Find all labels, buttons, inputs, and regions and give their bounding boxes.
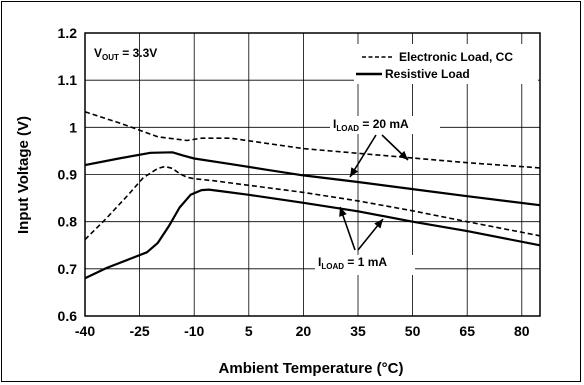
y-tick-label-2: 0.8	[58, 214, 78, 230]
iload1-sub: LOAD	[321, 262, 344, 271]
svg-text:ILOAD = 1 mA: ILOAD = 1 mA	[318, 255, 387, 271]
series-line-1	[84, 151, 541, 207]
x-tick-labels: -40 -25 -10 5 20 35 50 65 80	[75, 323, 530, 339]
x-tick-label-4: 20	[296, 323, 312, 339]
svg-text:VOUT = 3.3V: VOUT = 3.3V	[94, 46, 157, 62]
arrow-head-3	[374, 219, 383, 229]
legend: Electronic Load, CC Resistive Load	[354, 44, 538, 84]
vout-main: V	[94, 46, 102, 60]
x-tick-label-0: -40	[75, 323, 95, 339]
y-tick-labels: 0.6 0.7 0.8 0.9 1 1.1 1.2	[58, 25, 78, 324]
y-tick-label-5: 1.1	[58, 72, 78, 88]
iload-20-annotation: ILOAD = 20 mA	[330, 116, 440, 134]
x-tick-label-8: 80	[514, 323, 530, 339]
vout-annotation: VOUT = 3.3V	[94, 46, 157, 62]
y-tick-label-6: 1.2	[58, 25, 78, 41]
y-tick-label-1: 0.7	[58, 261, 78, 277]
x-tick-label-7: 65	[459, 323, 475, 339]
iload20-main: I	[333, 117, 336, 131]
series-line-3	[84, 188, 541, 280]
x-axis-title: Ambient Temperature (°C)	[219, 360, 404, 377]
x-tick-label-3: 5	[245, 323, 253, 339]
arrow-head-0	[350, 167, 359, 177]
x-tick-label-1: -25	[129, 323, 149, 339]
iload-1-annotation: ILOAD = 1 mA	[315, 255, 415, 275]
x-tick-label-6: 50	[405, 323, 421, 339]
x-tick-label-5: 35	[350, 323, 366, 339]
iload1-rest: = 1 mA	[344, 255, 387, 269]
annotation-arrows	[339, 134, 409, 251]
iload1-main: I	[318, 255, 321, 269]
y-tick-label-4: 1	[69, 119, 77, 135]
legend-dashed-label: Electronic Load, CC	[399, 50, 513, 64]
iload20-sub: LOAD	[336, 124, 359, 133]
legend-solid-label: Resistive Load	[385, 67, 470, 81]
y-tick-label-0: 0.6	[58, 308, 78, 324]
svg-text:ILOAD = 20 mA: ILOAD = 20 mA	[333, 117, 409, 133]
plot-border	[84, 32, 541, 317]
vout-rest: = 3.3V	[119, 46, 157, 60]
arrow-head-1	[398, 150, 408, 160]
arrow-head-2	[339, 207, 347, 217]
x-tick-label-2: -10	[184, 323, 204, 339]
vout-sub: OUT	[102, 53, 119, 62]
y-axis-title: Input Voltage (V)	[15, 116, 32, 234]
y-tick-label-3: 0.9	[58, 167, 78, 183]
iload20-rest: = 20 mA	[359, 117, 409, 131]
